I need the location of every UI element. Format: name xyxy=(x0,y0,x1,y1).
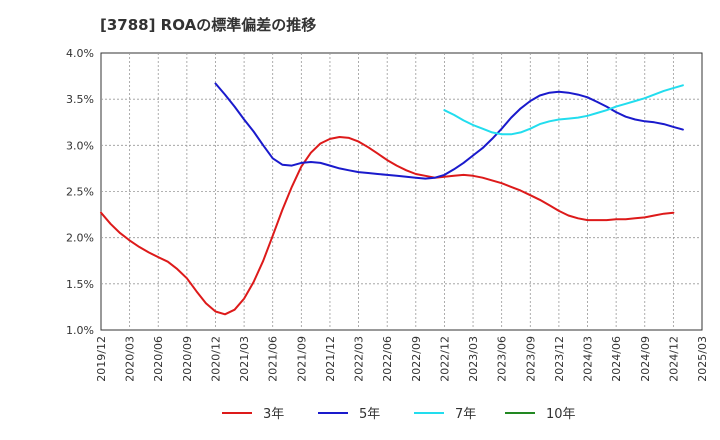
x-tick-label: 2022/09 xyxy=(410,336,423,382)
series-line-7年 xyxy=(443,84,684,136)
legend-label: 3年 xyxy=(263,407,284,422)
series-lines xyxy=(100,82,684,316)
x-tick-label: 2022/06 xyxy=(381,336,394,382)
x-tick-label: 2020/03 xyxy=(124,336,137,382)
x-tick-label: 2021/03 xyxy=(238,336,251,382)
x-tick-label: 2021/09 xyxy=(295,336,308,382)
x-tick-label: 2019/12 xyxy=(95,336,108,382)
series-line-5年 xyxy=(214,82,684,180)
x-tick-label: 2024/03 xyxy=(582,336,595,382)
x-tick-label: 2021/12 xyxy=(324,336,337,382)
y-tick-label: 1.5% xyxy=(66,278,94,291)
chart-title: [3788] ROAの標準偏差の推移 xyxy=(100,16,317,34)
legend-label: 5年 xyxy=(359,407,380,422)
x-tick-label: 2020/06 xyxy=(152,336,165,382)
y-tick-label: 2.5% xyxy=(66,186,94,199)
x-tick-label: 2020/09 xyxy=(181,336,194,382)
x-tick-label: 2025/03 xyxy=(696,336,709,382)
y-tick-label: 2.0% xyxy=(66,232,94,245)
x-tick-label: 2022/12 xyxy=(438,336,451,382)
x-tick-label: 2024/09 xyxy=(639,336,652,382)
x-tick-label: 2023/06 xyxy=(496,336,509,382)
x-tick-label: 2023/12 xyxy=(553,336,566,382)
x-tick-label: 2023/03 xyxy=(467,336,480,382)
y-tick-label: 3.5% xyxy=(66,93,94,106)
y-tick-label: 1.0% xyxy=(66,324,94,337)
y-tick-label: 3.0% xyxy=(66,139,94,152)
legend-label: 10年 xyxy=(546,407,576,422)
x-tick-label: 2024/12 xyxy=(667,336,680,382)
x-tick-label: 2020/12 xyxy=(209,336,222,382)
legend-label: 7年 xyxy=(455,407,476,422)
x-tick-label: 2024/06 xyxy=(610,336,623,382)
y-axis: 1.0% 1.5% 2.0% 2.5% 3.0% 3.5% 4.0% xyxy=(66,47,94,337)
legend: 3年 5年 7年 10年 xyxy=(222,407,576,422)
grid-lines xyxy=(101,53,702,330)
series-line-3年 xyxy=(100,136,675,316)
x-tick-label: 2023/09 xyxy=(524,336,537,382)
y-tick-label: 4.0% xyxy=(66,47,94,60)
x-tick-label: 2021/06 xyxy=(267,336,280,382)
x-axis: 2019/12 2020/03 2020/06 2020/09 2020/12 2021/… xyxy=(95,336,709,382)
x-tick-label: 2022/03 xyxy=(353,336,366,382)
